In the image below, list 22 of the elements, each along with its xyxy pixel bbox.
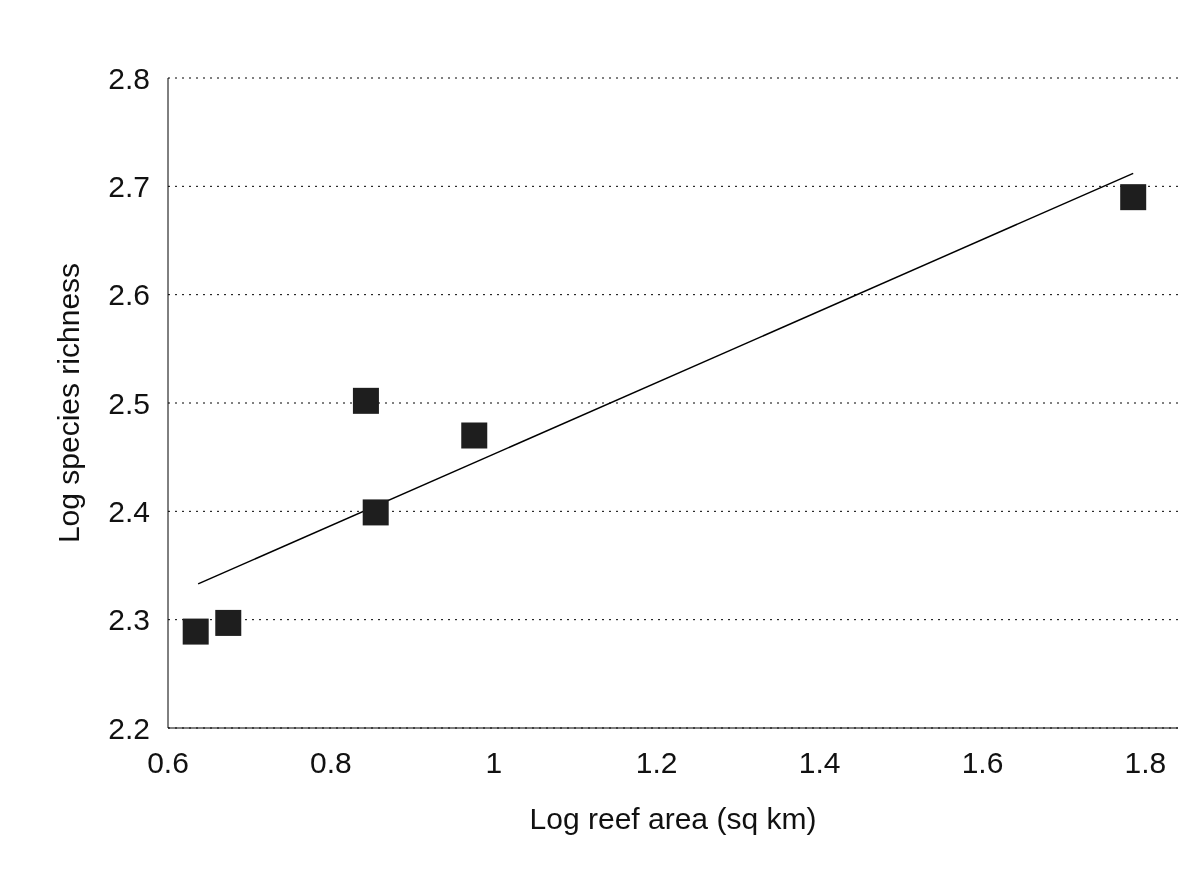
point: [1120, 184, 1147, 211]
y-tick-label: 2.6: [108, 278, 150, 312]
y-axis-title: Log species richness: [51, 262, 85, 544]
x-tick-label: 1.8: [1124, 746, 1167, 780]
y-tick-label: 2.5: [108, 386, 150, 420]
y-tick-label: 2.3: [108, 603, 150, 637]
point: [352, 387, 379, 414]
x-tick-label: 1: [485, 746, 503, 780]
y-tick-label: 2.4: [108, 494, 150, 528]
x-tick-label: 1.6: [961, 746, 1004, 780]
y-tick-label: 2.2: [108, 711, 150, 745]
x-tick-label: 0.8: [310, 746, 352, 780]
point: [461, 422, 488, 449]
y-tick-label: 2.8: [108, 61, 150, 95]
point: [182, 618, 209, 645]
x-tick-label: 1.4: [798, 746, 841, 780]
point: [215, 609, 242, 636]
point: [362, 499, 389, 526]
x-axis-title: Log reef area (sq km): [529, 802, 817, 836]
x-tick-label: 0.6: [147, 746, 189, 780]
x-tick-label: 1.2: [635, 746, 678, 780]
y-tick-label: 2.7: [108, 169, 150, 203]
